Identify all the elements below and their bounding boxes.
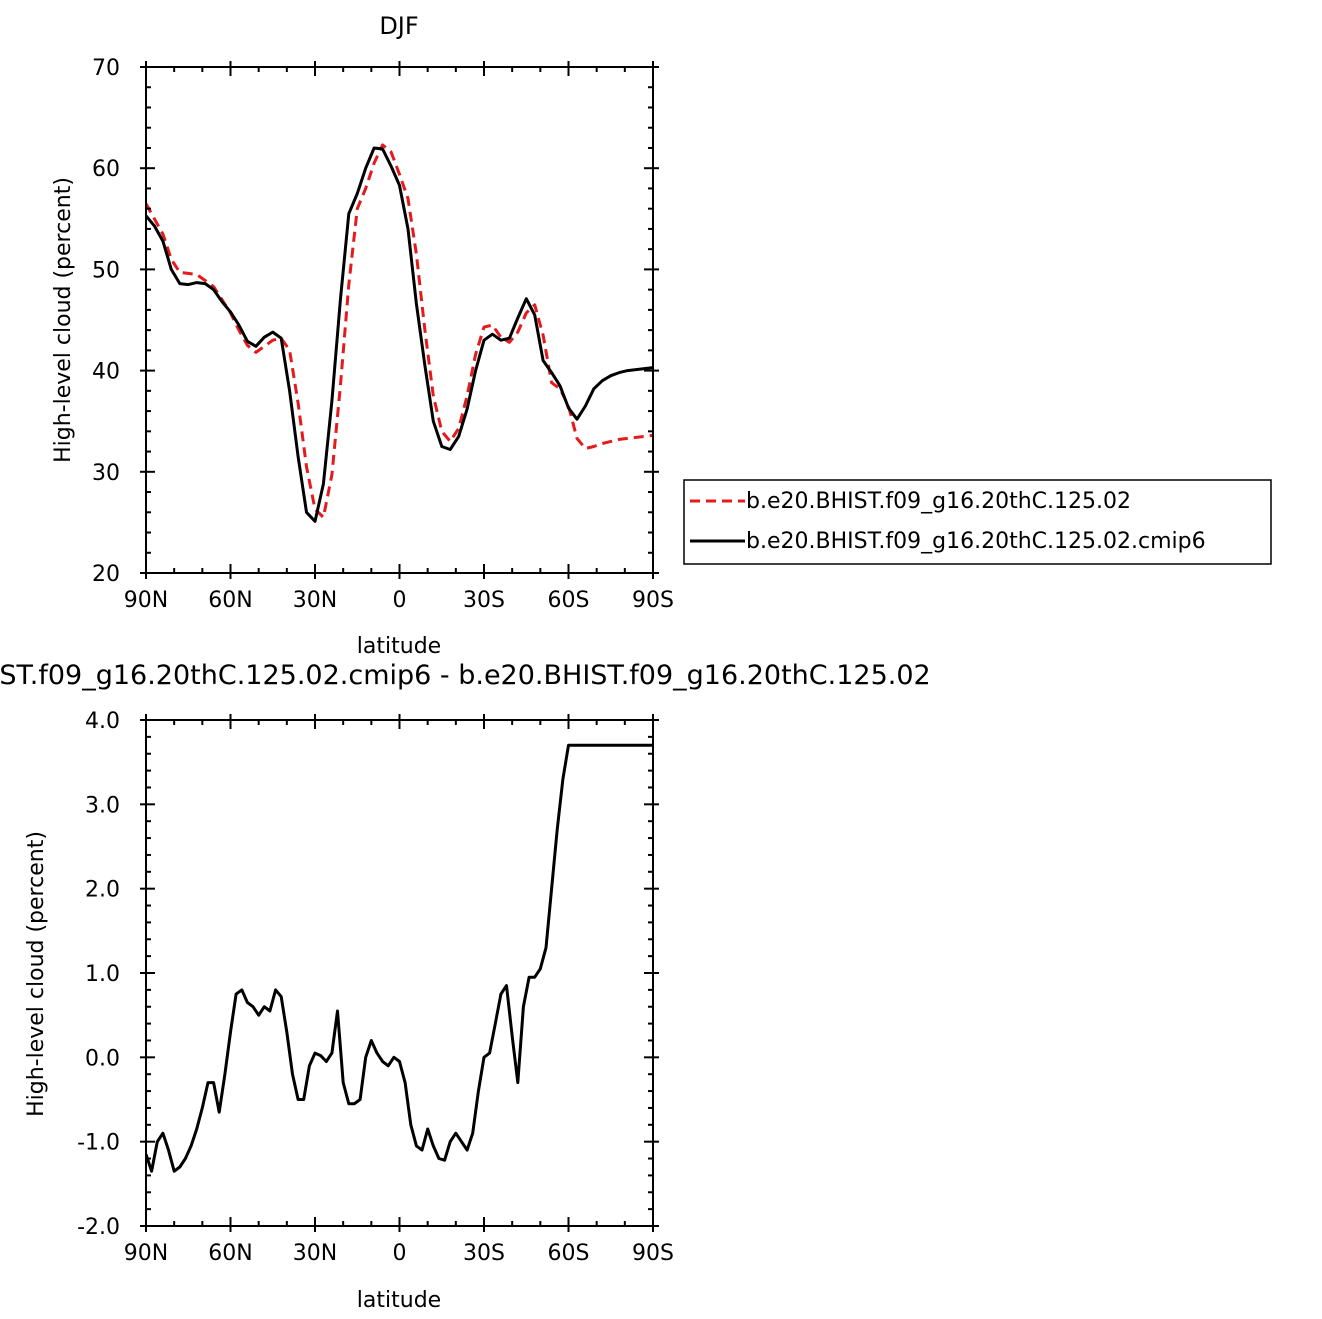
bottom-plot-area: 90N 60N 30N 0 30S 60S 90S -2.0 -1.0 0.0 1.0 2.0 3.0 4… — [77, 709, 674, 1266]
legend-label-series-2: b.e20.BHIST.f09_g16.20thC.125.02.cmip6 — [746, 529, 1206, 554]
top-xtick-label: 0 — [393, 588, 407, 613]
bottom-xtick-label: 60S — [548, 1241, 590, 1266]
legend: b.e20.BHIST.f09_g16.20thC.125.02 b.e20.B… — [683, 479, 1272, 565]
bottom-plot-frame — [145, 719, 654, 1227]
legend-box — [683, 479, 1272, 565]
bottom-ytick-label: 2.0 — [85, 878, 120, 903]
top-plot-frame — [145, 66, 654, 574]
top-series-line-2 — [146, 146, 653, 523]
top-xtick-label: 60S — [548, 588, 590, 613]
top-series-line-1 — [146, 143, 653, 519]
bottom-ytick-label: -2.0 — [77, 1215, 120, 1240]
top-xtick-label: 90S — [632, 588, 674, 613]
bottom-ytick-label: 4.0 — [85, 709, 120, 734]
top-xlabel: latitude — [357, 634, 441, 659]
bottom-ylabel: High-level cloud (percent) — [24, 831, 49, 1117]
bottom-xtick-label: 60N — [208, 1241, 252, 1266]
top-xtick-label: 30S — [463, 588, 505, 613]
top-ytick-label: 50 — [92, 258, 120, 283]
bottom-xtick-label: 90N — [124, 1241, 168, 1266]
top-ytick-label: 30 — [92, 461, 120, 486]
bottom-ytick-label: 3.0 — [85, 793, 120, 818]
bottom-xtick-label: 30N — [293, 1241, 337, 1266]
bottom-panel: b.e20.BHIST.f09_g16.20thC.125.02.cmip6 -… — [0, 660, 931, 1313]
top-ytick-label: 20 — [92, 562, 120, 587]
bottom-ytick-label: 0.0 — [85, 1046, 120, 1071]
bottom-xtick-label: 90S — [632, 1241, 674, 1266]
bottom-xtick-label: 30S — [463, 1241, 505, 1266]
top-plot-area: 90N 60N 30N 0 30S 60S 90S 20 30 40 50 60 70 — [92, 56, 674, 613]
top-ylabel: High-level cloud (percent) — [51, 177, 76, 463]
legend-label-series-1: b.e20.BHIST.f09_g16.20thC.125.02 — [746, 489, 1131, 514]
bottom-ytick-label: 1.0 — [85, 962, 120, 987]
bottom-ytick-label: -1.0 — [77, 1131, 120, 1156]
top-title: DJF — [379, 12, 418, 40]
bottom-xlabel: latitude — [357, 1288, 441, 1313]
top-xtick-label: 30N — [293, 588, 337, 613]
bottom-series-line-1 — [146, 743, 653, 1173]
bottom-xtick-label: 0 — [393, 1241, 407, 1266]
top-xtick-label: 60N — [208, 588, 252, 613]
top-ytick-label: 60 — [92, 157, 120, 182]
top-panel: DJF 90N 60N 30N 0 30S 60S 90S 20 30 40 50 60 70 lati… — [51, 12, 1272, 659]
top-ytick-label: 40 — [92, 360, 120, 385]
bottom-title: b.e20.BHIST.f09_g16.20thC.125.02.cmip6 -… — [0, 660, 931, 691]
top-xtick-label: 90N — [124, 588, 168, 613]
top-ytick-label: 70 — [92, 56, 120, 81]
